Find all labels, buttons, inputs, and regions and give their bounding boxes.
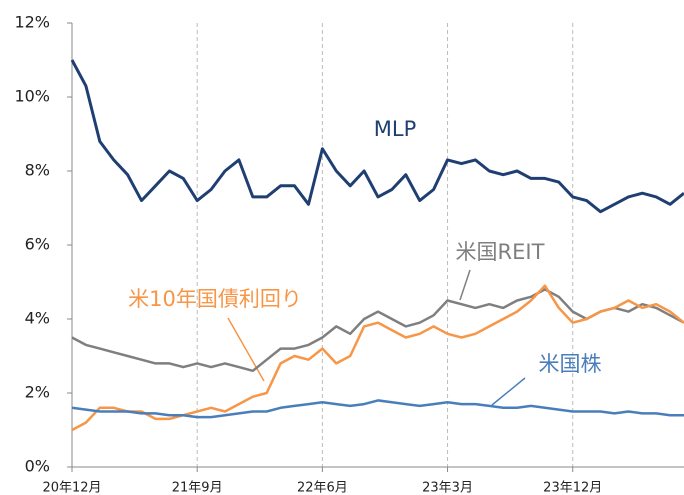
x-tick-label: 20年12月 bbox=[42, 481, 101, 495]
series-label: 米10年国債利回り bbox=[128, 287, 302, 311]
y-tick-label: 0% bbox=[25, 457, 50, 476]
series-line bbox=[71, 284, 684, 432]
y-tick-label: 6% bbox=[25, 235, 50, 254]
y-tick-label: 8% bbox=[25, 161, 50, 180]
x-tick-label: 23年12月 bbox=[543, 481, 602, 495]
x-tick-label: 21年9月 bbox=[172, 481, 223, 495]
x-tick-label: 23年3月 bbox=[422, 481, 473, 495]
x-tick-label: 22年6月 bbox=[297, 481, 348, 495]
y-tick-label: 4% bbox=[25, 309, 50, 328]
y-tick-label: 2% bbox=[25, 383, 50, 402]
pointer-line bbox=[227, 317, 265, 382]
y-tick-label: 10% bbox=[14, 87, 50, 106]
pointer-line bbox=[491, 377, 526, 406]
series-label: 米国株 bbox=[539, 352, 602, 376]
series-line bbox=[71, 399, 684, 419]
series-label: 米国REIT bbox=[456, 240, 545, 264]
pointer-line bbox=[459, 269, 471, 301]
series-label: MLP bbox=[374, 117, 416, 141]
series-line bbox=[70, 59, 684, 214]
series-line bbox=[71, 288, 684, 373]
y-tick-label: 12% bbox=[14, 13, 50, 32]
